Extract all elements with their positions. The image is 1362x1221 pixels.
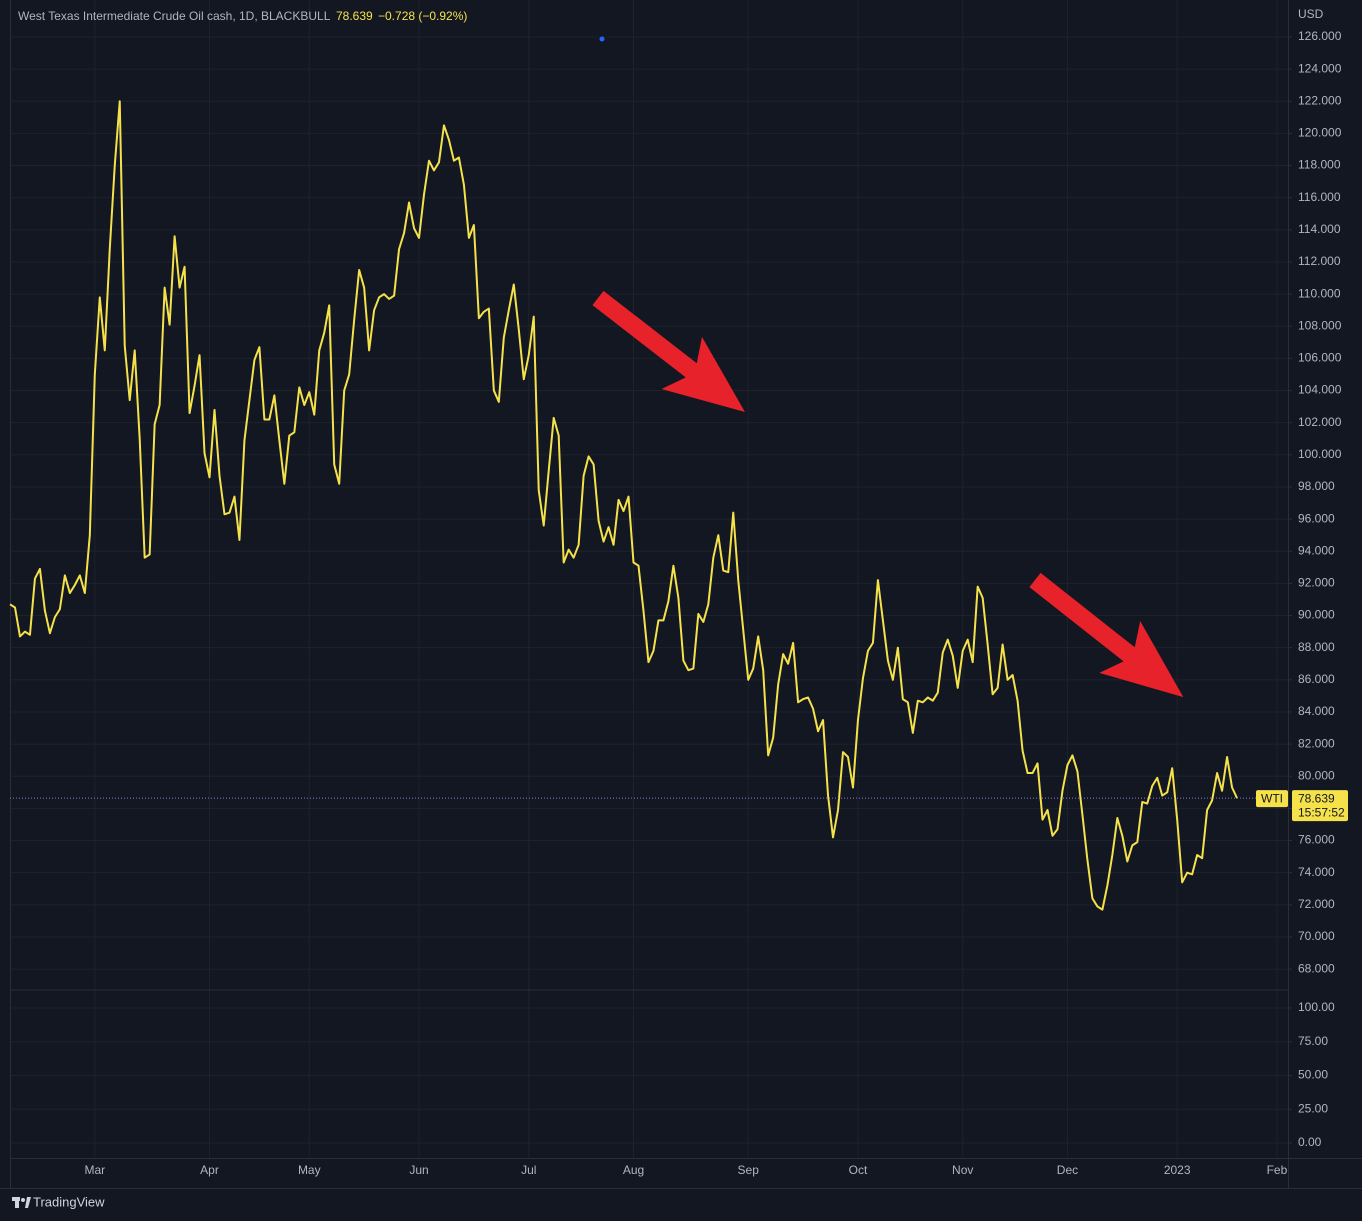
- x-tick-label: Apr: [200, 1163, 219, 1177]
- countdown-tag: 15:57:52: [1298, 805, 1345, 819]
- chart-title: West Texas Intermediate Crude Oil cash, …: [18, 9, 331, 23]
- arrow-annotation: [592, 290, 745, 413]
- y-tick-label: 120.000: [1298, 126, 1342, 140]
- grid: [10, 0, 1288, 1158]
- y-tick-label: 96.000: [1298, 511, 1335, 525]
- y-tick-label: 110.000: [1298, 286, 1341, 300]
- plot: 68.00070.00072.00074.00076.00078.00080.0…: [9, 29, 1348, 1177]
- y-tick-label: 74.000: [1298, 865, 1335, 879]
- y-tick-label: 106.000: [1298, 351, 1342, 365]
- x-tick-label: Oct: [849, 1163, 868, 1177]
- y-tick-label: 70.000: [1298, 929, 1335, 943]
- y-tick-label: 90.000: [1298, 608, 1335, 622]
- y-tick-label: 112.000: [1298, 254, 1341, 268]
- x-tick-label: May: [298, 1163, 321, 1177]
- x-tick-label: Sep: [738, 1163, 760, 1177]
- x-tick-label: 2023: [1164, 1163, 1191, 1177]
- symbol-tag: WTI: [1261, 791, 1283, 805]
- x-tick-label: Jun: [409, 1163, 428, 1177]
- y-tick-label: 68.000: [1298, 961, 1335, 975]
- x-tick-label: Nov: [952, 1163, 973, 1177]
- y-tick-label: 108.000: [1298, 318, 1342, 332]
- x-tick-label: Jul: [521, 1163, 536, 1177]
- y-tick-label: 118.000: [1298, 158, 1341, 172]
- y2-tick-label: 100.00: [1298, 1000, 1335, 1014]
- price-tag-bg: [1292, 790, 1348, 822]
- y-tick-label: 86.000: [1298, 672, 1335, 686]
- x-tick-label: Mar: [84, 1163, 105, 1177]
- x-tick-label: Aug: [623, 1163, 644, 1177]
- y-tick-label: 98.000: [1298, 479, 1335, 493]
- brand-logo: [12, 1197, 31, 1208]
- y2-tick-label: 75.00: [1298, 1034, 1328, 1048]
- y-tick-label: 122.000: [1298, 93, 1342, 107]
- price-tag: 78.639: [1298, 791, 1335, 805]
- y-tick-label: 76.000: [1298, 833, 1335, 847]
- x-tick-label: Dec: [1057, 1163, 1078, 1177]
- marker-dot: [599, 36, 605, 42]
- y-tick-label: 80.000: [1298, 768, 1335, 782]
- y2-tick-label: 0.00: [1298, 1135, 1322, 1149]
- arrow-annotation: [1029, 572, 1184, 698]
- y-tick-label: 114.000: [1298, 222, 1341, 236]
- y-tick-label: 94.000: [1298, 543, 1335, 557]
- y-tick-label: 88.000: [1298, 640, 1335, 654]
- brand-name: TradingView: [33, 1194, 105, 1209]
- y-tick-label: 84.000: [1298, 704, 1335, 718]
- y-tick-label: 82.000: [1298, 736, 1335, 750]
- y2-tick-label: 25.00: [1298, 1101, 1328, 1115]
- y-tick-label: 92.000: [1298, 576, 1335, 590]
- x-tick-label: Feb: [1267, 1163, 1288, 1177]
- y-tick-label: 72.000: [1298, 897, 1335, 911]
- y-tick-label: 116.000: [1298, 190, 1341, 204]
- y2-tick-label: 50.00: [1298, 1068, 1328, 1082]
- last-price: 78.639: [336, 9, 373, 23]
- y-tick-label: 124.000: [1298, 61, 1342, 75]
- y-tick-label: 104.000: [1298, 383, 1342, 397]
- price-line: [9, 100, 1238, 911]
- symbol-tag-bg: [1256, 790, 1288, 808]
- y-tick-label: 102.000: [1298, 415, 1342, 429]
- currency-label: USD: [1298, 7, 1324, 21]
- y-tick-label: 100.000: [1298, 447, 1342, 461]
- y-tick-label: 126.000: [1298, 29, 1342, 43]
- price-change: −0.728 (−0.92%): [378, 9, 467, 23]
